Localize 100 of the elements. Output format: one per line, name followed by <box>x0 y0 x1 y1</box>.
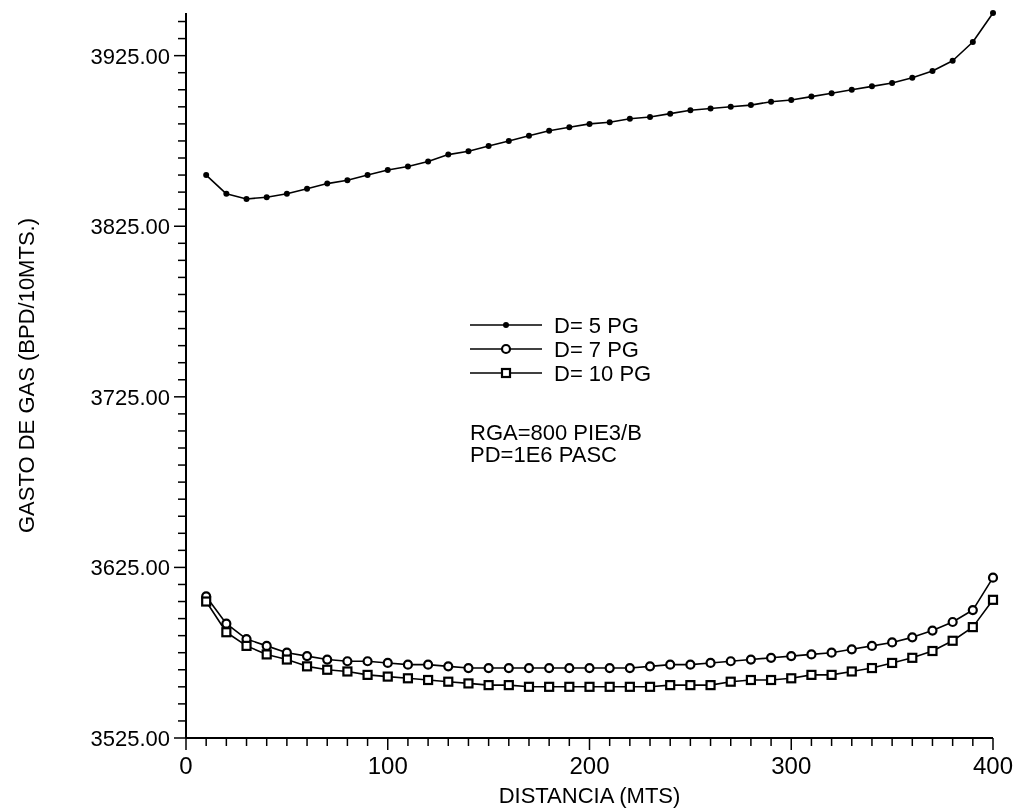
point <box>907 652 918 663</box>
point <box>624 681 635 692</box>
point <box>846 644 857 655</box>
point <box>806 649 817 660</box>
x-tick-label: 0 <box>179 752 193 779</box>
point <box>463 678 474 689</box>
point <box>685 680 696 691</box>
point <box>404 163 411 170</box>
point <box>544 681 555 692</box>
point <box>465 148 472 155</box>
x-tick-label: 300 <box>771 752 812 779</box>
point <box>604 662 615 674</box>
y-tick-label: 3525.00 <box>90 726 170 751</box>
point <box>342 666 353 677</box>
point <box>402 673 414 684</box>
point <box>324 180 331 187</box>
point <box>523 662 535 674</box>
y-axis-title: GASTO DE GAS (BPD/10MTS.) <box>14 218 39 533</box>
legend-label: D= 7 PG <box>554 337 639 362</box>
point <box>382 657 393 669</box>
point <box>423 659 434 670</box>
annotation: RGA=800 PIE3/B <box>470 420 642 445</box>
point <box>546 127 553 134</box>
point <box>889 79 896 86</box>
point <box>362 656 373 667</box>
point <box>241 640 252 651</box>
point <box>725 676 736 687</box>
point <box>301 651 313 662</box>
point <box>283 190 290 197</box>
point <box>384 166 391 173</box>
point <box>967 622 978 633</box>
point <box>485 143 492 150</box>
point <box>927 645 938 657</box>
point <box>846 666 857 677</box>
point <box>765 674 777 686</box>
point <box>667 110 674 117</box>
point <box>584 662 595 674</box>
annotation: PD=1E6 PASC <box>470 442 618 467</box>
point <box>687 107 694 114</box>
point <box>201 596 212 607</box>
point <box>887 637 898 648</box>
point <box>665 680 676 691</box>
point <box>969 39 976 45</box>
point <box>828 90 835 97</box>
point <box>445 151 452 158</box>
legend-label: D= 5 PG <box>554 313 639 338</box>
x-tick-label: 200 <box>569 752 610 779</box>
point <box>788 97 795 103</box>
point <box>584 681 595 692</box>
point <box>221 627 232 638</box>
point <box>425 158 432 165</box>
point <box>564 662 575 674</box>
point <box>868 83 875 90</box>
point <box>463 662 474 674</box>
point <box>909 74 916 81</box>
point <box>947 635 958 646</box>
point <box>727 103 734 110</box>
point <box>947 616 958 628</box>
point <box>949 57 956 64</box>
point <box>725 656 736 667</box>
point <box>525 132 532 139</box>
point <box>344 177 351 184</box>
point <box>644 661 656 672</box>
point <box>707 105 714 112</box>
point <box>402 659 414 670</box>
point <box>503 662 514 674</box>
point <box>747 102 754 109</box>
y-tick-label: 3725.00 <box>90 384 170 410</box>
point <box>768 98 775 105</box>
point <box>382 671 393 682</box>
point <box>626 115 633 122</box>
point <box>606 119 613 126</box>
point <box>223 190 230 197</box>
point <box>564 681 575 692</box>
point <box>263 194 270 201</box>
point <box>705 657 716 669</box>
point <box>786 673 797 684</box>
point <box>644 681 656 692</box>
point <box>786 651 797 662</box>
point <box>705 680 716 691</box>
point <box>806 669 817 680</box>
x-tick-label: 400 <box>972 752 1014 779</box>
point <box>281 654 292 665</box>
point <box>987 572 999 583</box>
point <box>866 662 878 674</box>
point <box>808 93 815 100</box>
point <box>243 195 250 202</box>
point <box>483 662 494 674</box>
point <box>887 657 898 669</box>
point <box>364 172 371 179</box>
legend-label: D= 10 PG <box>554 361 652 386</box>
point <box>927 625 938 636</box>
y-tick-label: 3825.00 <box>90 214 170 240</box>
point <box>685 659 696 670</box>
point <box>443 661 454 672</box>
point <box>765 652 777 663</box>
point <box>342 656 353 667</box>
point <box>745 654 756 665</box>
point <box>203 172 210 179</box>
point <box>322 654 333 665</box>
